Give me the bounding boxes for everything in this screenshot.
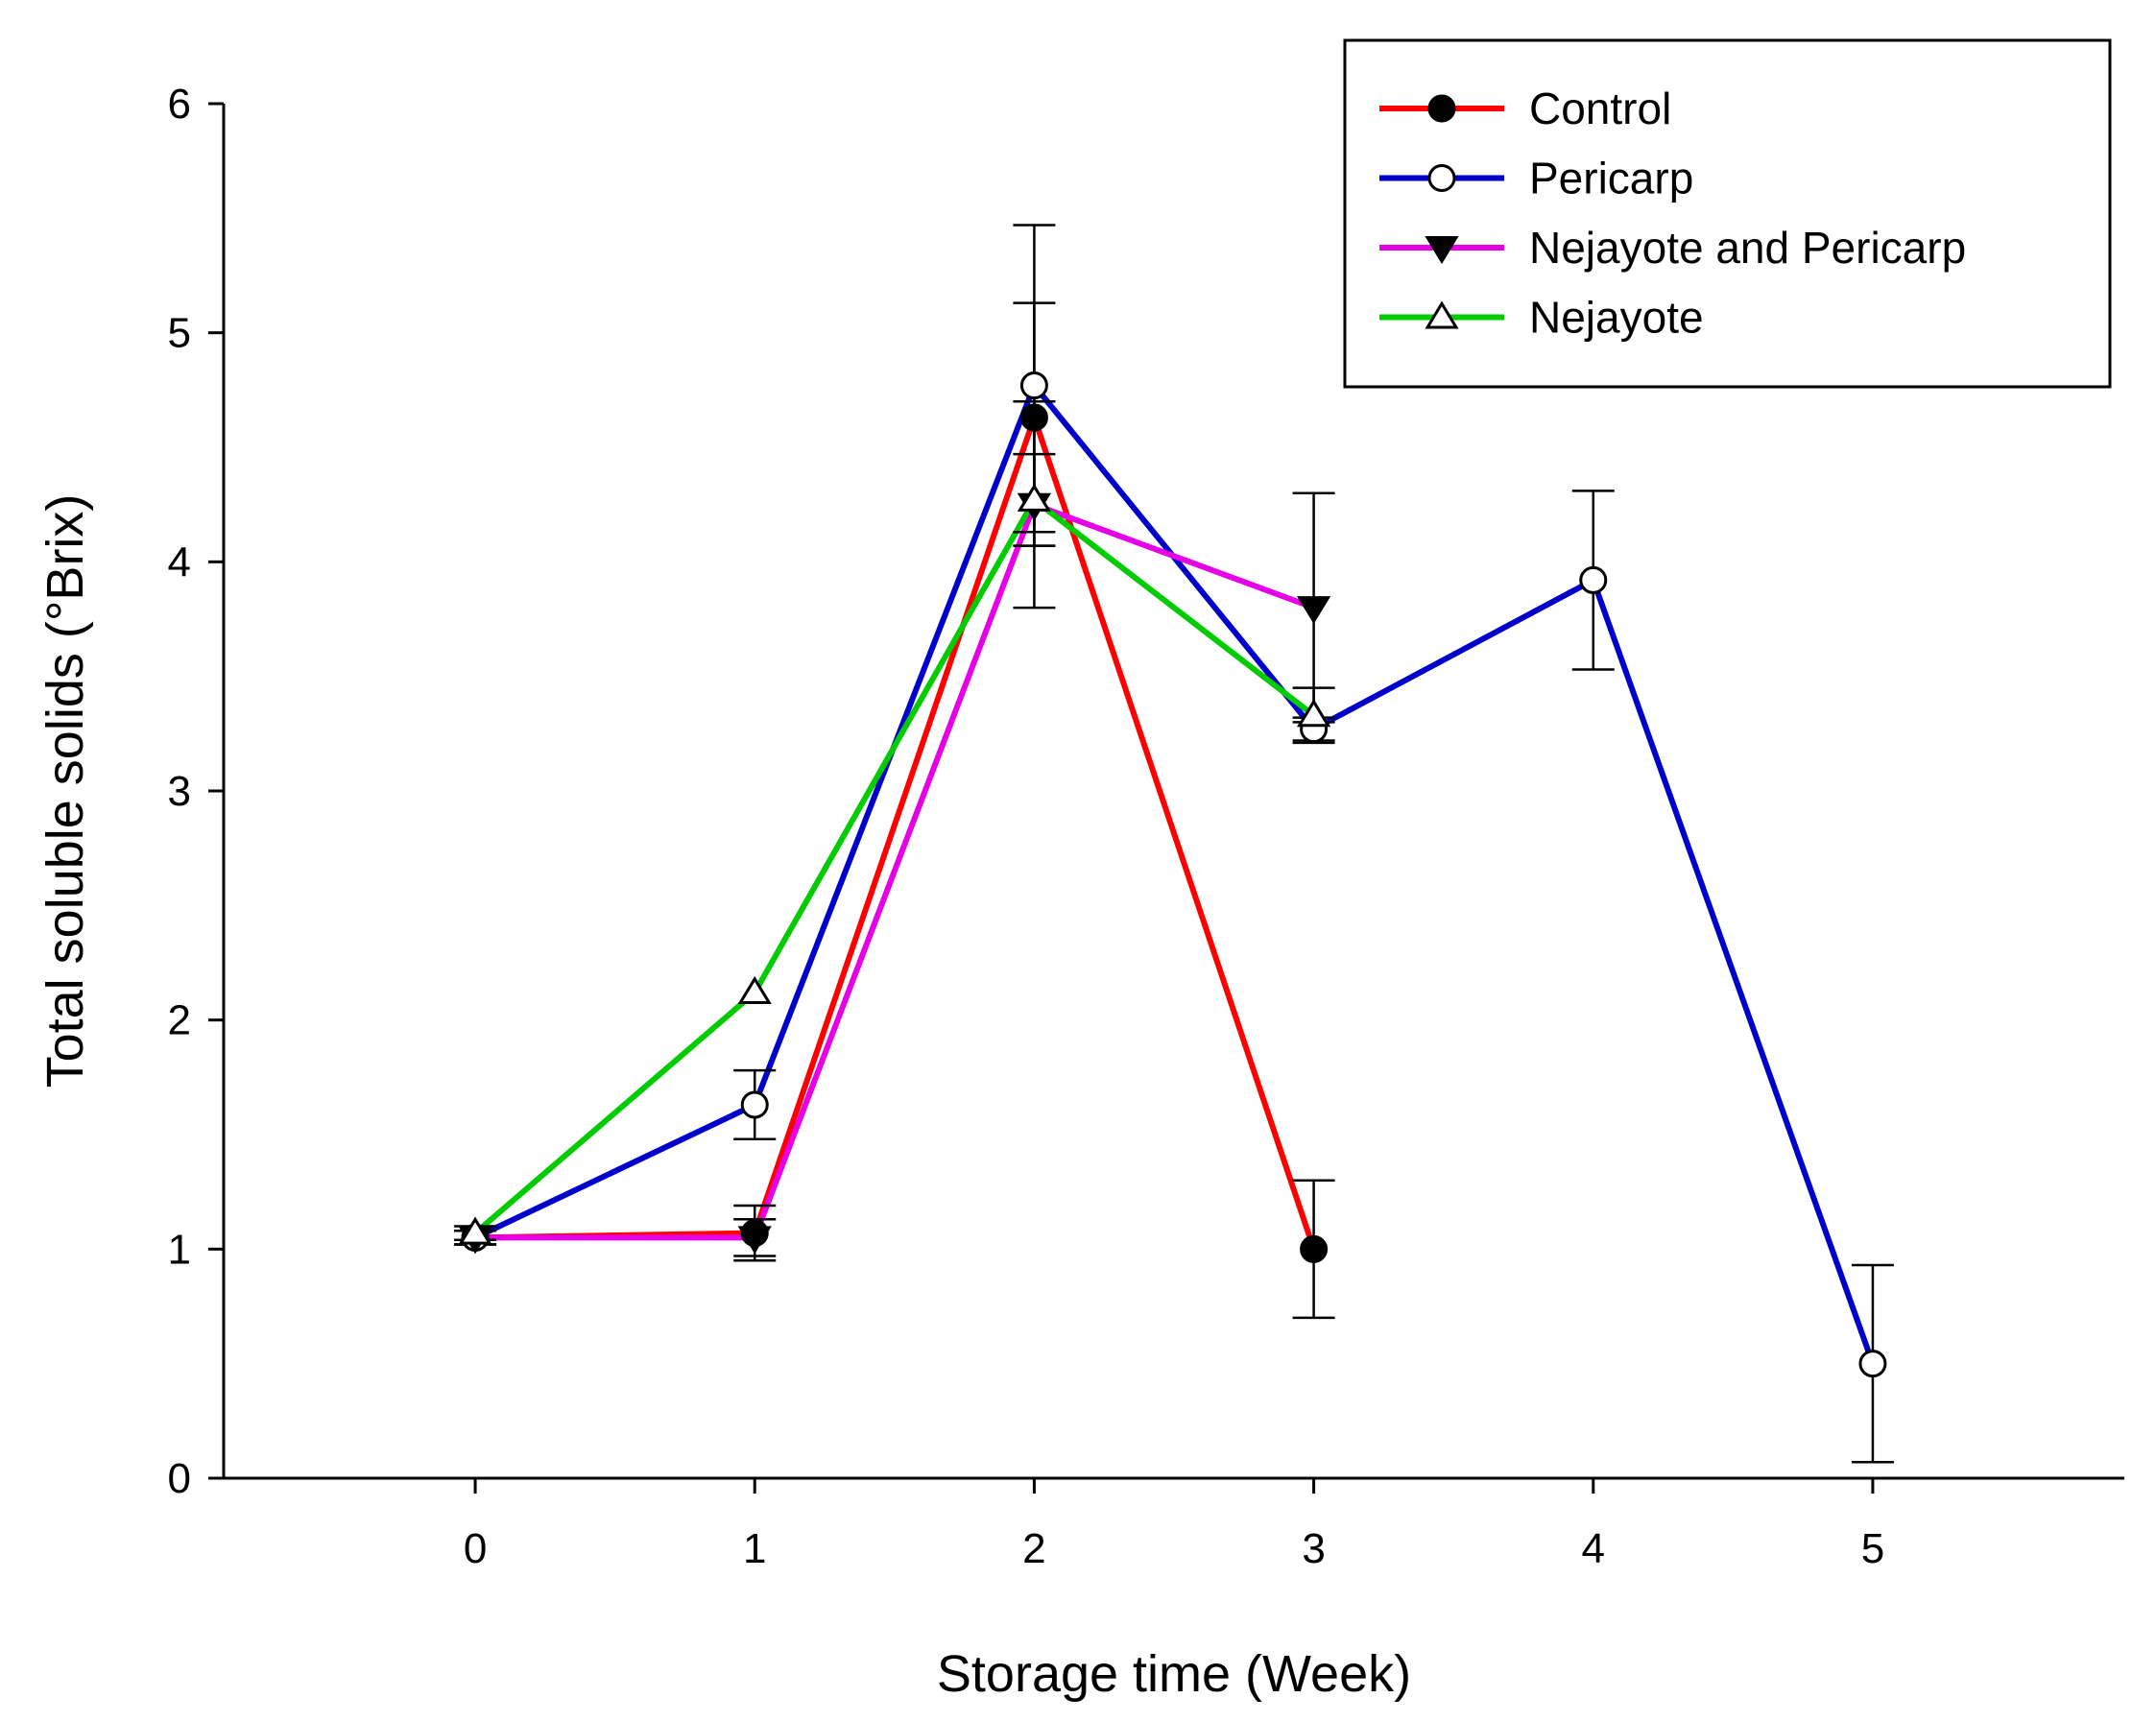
series-line: [475, 501, 1315, 1241]
y-tick-label: 0: [168, 1455, 191, 1502]
series-line: [473, 496, 1316, 1235]
data-point: [1300, 1234, 1329, 1263]
data-point: [737, 1226, 772, 1255]
y-ticks: 0 1 2 3 4 5 6: [168, 81, 224, 1502]
data-point: [740, 1090, 769, 1119]
series-line: [473, 382, 1876, 1365]
legend-marker: [1427, 94, 1456, 123]
data-point: [458, 1216, 492, 1245]
x-tick-label: 1: [743, 1525, 766, 1572]
data-point: [1296, 596, 1331, 625]
series-lines: [473, 382, 1876, 1365]
legend-label: Pericarp: [1529, 154, 1693, 203]
legend-marker: [1427, 164, 1456, 192]
data-point: [1019, 403, 1048, 432]
data-markers: [458, 371, 1887, 1378]
legend: Control Pericarp Nejayote and Pericarp Neja…: [1343, 38, 2112, 389]
legend-marker: [1425, 236, 1459, 265]
legend-label: Nejayote: [1529, 293, 1704, 343]
data-point: [1296, 699, 1331, 728]
x-tick-label: 4: [1582, 1525, 1605, 1572]
x-tick-label: 0: [464, 1525, 487, 1572]
y-tick-label: 3: [168, 768, 191, 815]
data-point: [1579, 565, 1608, 594]
y-tick-label: 2: [168, 997, 191, 1044]
x-tick-label: 2: [1022, 1525, 1045, 1572]
legend-label: Nejayote and Pericarp: [1529, 223, 1966, 273]
data-point: [1017, 483, 1052, 512]
legend-label: Control: [1529, 84, 1671, 133]
data-point: [737, 975, 772, 1004]
x-tick-label: 3: [1302, 1525, 1325, 1572]
y-tick-label: 4: [168, 538, 191, 586]
legend-marker: [1425, 300, 1459, 329]
x-ticks: 0 1 2 3 4 5: [464, 1478, 1884, 1572]
y-tick-label: 5: [168, 310, 191, 357]
plot-area: [454, 224, 1894, 1464]
data-point: [1858, 1350, 1887, 1378]
legend-box: [1343, 38, 2112, 389]
data-point: [1019, 371, 1048, 400]
x-axis-title: Storage time (Week): [937, 1645, 1411, 1703]
error-bars: [454, 224, 1894, 1464]
y-axis-title: Total soluble solids (°Brix): [36, 494, 94, 1088]
y-tick-label: 6: [168, 81, 191, 128]
y-tick-label: 1: [168, 1226, 191, 1273]
x-tick-label: 5: [1861, 1525, 1884, 1572]
